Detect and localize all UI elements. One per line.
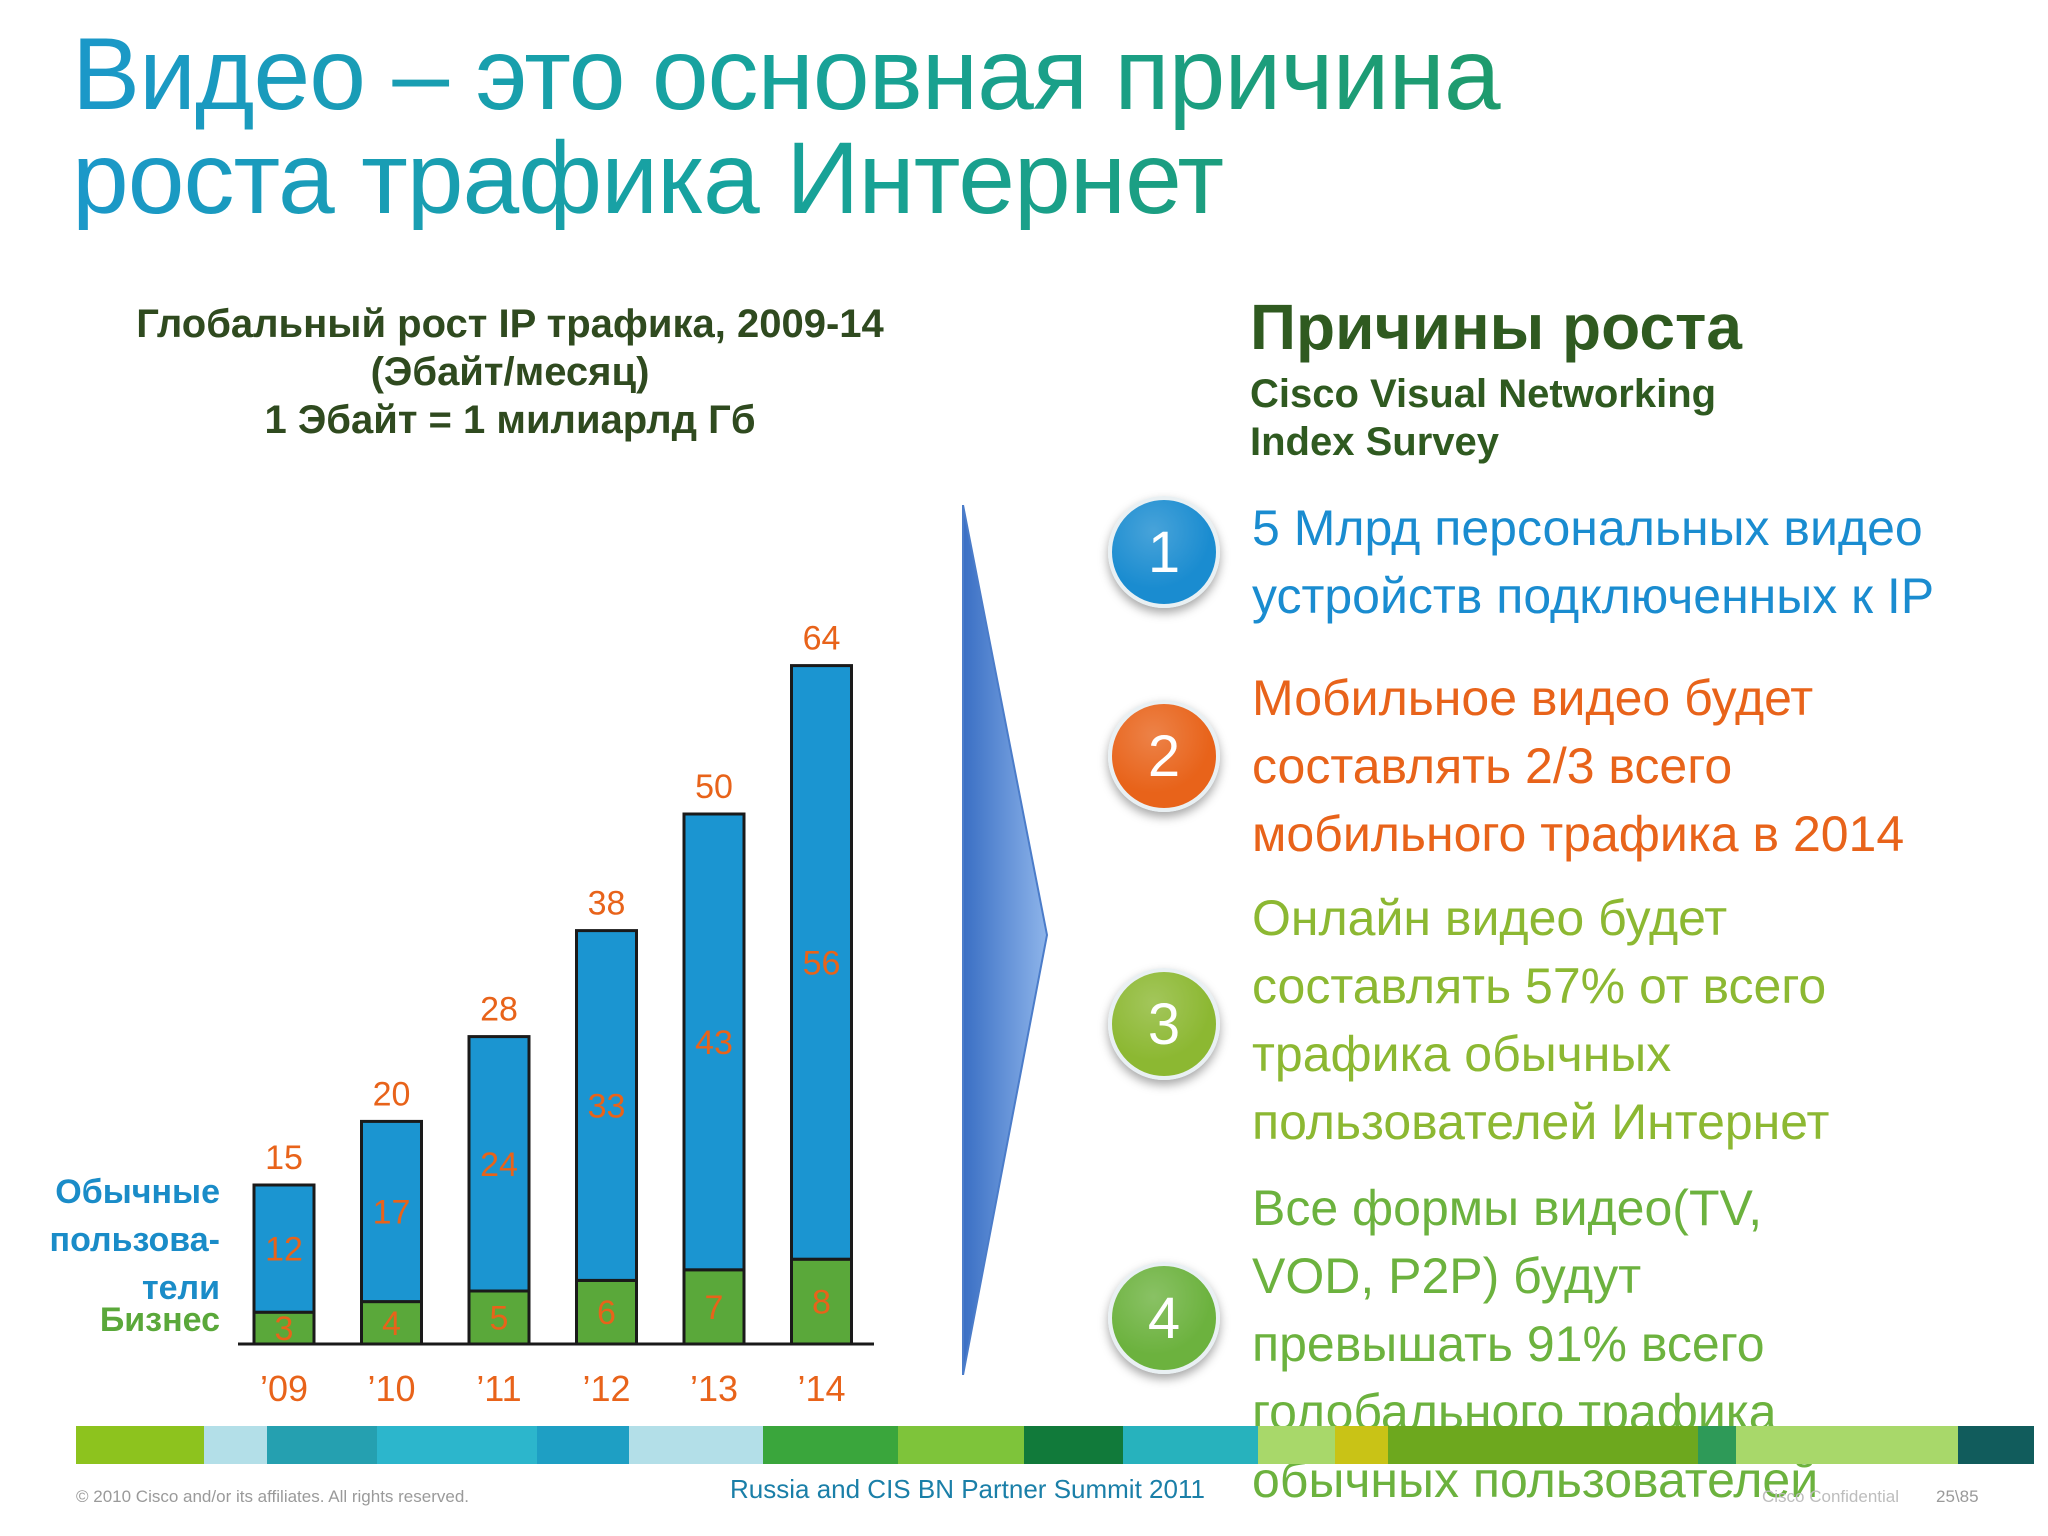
strip-segment xyxy=(1024,1426,1123,1464)
strip-segment xyxy=(1736,1426,1958,1464)
reason-number-2: 2 xyxy=(1147,723,1181,789)
slide-title-line2: роста трафика Интернет xyxy=(72,121,1224,235)
data-label-business: 4 xyxy=(382,1305,401,1343)
data-label-total: 50 xyxy=(695,768,733,806)
strip-segment xyxy=(204,1426,267,1464)
reason-2-line-3: мобильного трафика в 2014 xyxy=(1252,806,1905,862)
transition-arrow xyxy=(962,505,1049,1375)
data-label-consumer: 24 xyxy=(480,1146,518,1184)
reason-2-line-2: составлять 2/3 всего xyxy=(1252,738,1733,794)
reason-4-line-1: Все формы видео(TV, xyxy=(1252,1180,1763,1236)
chart-subtitle: (Эбайт/месяц) xyxy=(370,350,650,394)
legend-consumer-line1: Обычные xyxy=(55,1173,220,1211)
bar-business xyxy=(575,1278,638,1346)
strip-segment xyxy=(377,1426,537,1464)
reason-number-3: 3 xyxy=(1147,991,1181,1057)
bar-consumer xyxy=(575,929,638,1282)
data-label-consumer: 17 xyxy=(373,1194,411,1232)
strip-segment xyxy=(537,1426,629,1464)
strip-segment xyxy=(1258,1426,1335,1464)
data-label-total: 28 xyxy=(480,991,518,1029)
reason-3-line-3: трафика обычных xyxy=(1252,1026,1672,1082)
reason-badge-4: 4 xyxy=(1108,1262,1220,1374)
footer-page-number: 25\85 xyxy=(1936,1487,1979,1506)
chart-note: 1 Эбайт = 1 милиарлд Гб xyxy=(264,398,756,442)
reason-text-2: Мобильное видео будет составлять 2/3 все… xyxy=(1252,664,2042,868)
reason-badge-2: 2 xyxy=(1108,700,1220,812)
strip-segment xyxy=(629,1426,763,1464)
data-label-business: 6 xyxy=(597,1294,616,1332)
bar-consumer xyxy=(360,1119,423,1304)
reason-number-1: 1 xyxy=(1147,519,1181,585)
footer-copyright: © 2010 Cisco and/or its affiliates. All … xyxy=(76,1487,470,1506)
slide-title: Видео – это основная причина роста трафи… xyxy=(72,22,1572,230)
strip-segment xyxy=(1123,1426,1258,1464)
chart-title-block: Глобальный рост IP трафика, 2009-14 (Эба… xyxy=(80,300,940,444)
legend-consumer: Обычные пользова- тели xyxy=(0,1168,220,1312)
reason-text-3: Онлайн видео будет составлять 57% от все… xyxy=(1252,884,2042,1156)
reason-badge-1: 1 xyxy=(1108,496,1220,608)
x-tick-label: ’09 xyxy=(260,1368,308,1409)
bar-consumer xyxy=(682,812,746,1272)
x-tick-label: ’10 xyxy=(367,1368,415,1409)
data-label-total: 38 xyxy=(588,885,626,923)
data-label-total: 15 xyxy=(265,1139,303,1177)
decorative-color-strip xyxy=(76,1426,2034,1464)
reason-text-4: Все формы видео(TV, VOD, P2P) будут прев… xyxy=(1252,1174,2042,1514)
reason-1-line-1: 5 Млрд персональных видео xyxy=(1252,500,1923,556)
reason-4-line-3: превышать 91% всего xyxy=(1252,1316,1765,1372)
strip-segment xyxy=(267,1426,377,1464)
reason-3-line-4: пользователей Интернет xyxy=(1252,1094,1830,1150)
strip-segment xyxy=(1958,1426,2034,1464)
reason-3-line-2: составлять 57% от всего xyxy=(1252,958,1827,1014)
data-label-total: 20 xyxy=(373,1075,411,1113)
reasons-source: Cisco Visual Networking Index Survey xyxy=(1250,370,1850,466)
reason-3-line-1: Онлайн видео будет xyxy=(1252,890,1728,946)
bar-consumer xyxy=(467,1035,531,1293)
legend-consumer-line3: тели xyxy=(141,1269,220,1307)
strip-segment xyxy=(763,1426,898,1464)
data-label-total: 64 xyxy=(803,620,841,658)
x-tick-label: ’12 xyxy=(582,1368,630,1409)
reason-1-line-2: устройств подключенных к IP xyxy=(1252,568,1935,624)
legend-consumer-line2: пользова- xyxy=(49,1221,220,1259)
data-label-consumer: 56 xyxy=(803,944,841,982)
slide-title-line1: Видео – это основная причина xyxy=(72,17,1500,131)
footer-confidential: Cisco Confidential xyxy=(1762,1487,1900,1506)
bar-consumer xyxy=(790,664,853,1261)
data-label-consumer: 43 xyxy=(695,1024,733,1062)
reasons-source-line1: Cisco Visual Networking xyxy=(1250,372,1717,416)
data-label-business: 5 xyxy=(490,1300,509,1338)
x-tick-label: ’13 xyxy=(690,1368,738,1409)
data-label-business: 8 xyxy=(812,1284,831,1322)
strip-segment xyxy=(1698,1426,1736,1464)
data-label-consumer: 12 xyxy=(265,1231,303,1269)
reason-badge-3: 3 xyxy=(1108,968,1220,1080)
strip-segment xyxy=(1388,1426,1698,1464)
chart-title: Глобальный рост IP трафика, 2009-14 xyxy=(136,302,884,346)
strip-segment xyxy=(1335,1426,1388,1464)
reason-4-line-2: VOD, P2P) будут xyxy=(1252,1248,1642,1304)
data-label-business: 3 xyxy=(275,1310,294,1348)
bar-business xyxy=(467,1289,531,1346)
legend-business: Бизнес xyxy=(99,1301,220,1339)
reason-text-1: 5 Млрд персональных видео устройств подк… xyxy=(1252,494,2042,630)
x-tick-label: ’14 xyxy=(797,1368,845,1409)
bar-consumer xyxy=(252,1183,316,1314)
x-tick-label: ’11 xyxy=(476,1368,521,1409)
reason-number-4: 4 xyxy=(1147,1285,1181,1351)
reasons-heading: Причины роста xyxy=(1250,291,1742,363)
strip-segment xyxy=(898,1426,1024,1464)
reasons-source-line2: Index Survey xyxy=(1250,420,1500,464)
traffic-bar-chart: 3 12 15 ’09 4 17 20 ’10 5 24 28 ’11 6 33 38 ’12 7 43 50 ’13… xyxy=(238,620,874,1409)
strip-segment xyxy=(76,1426,204,1464)
data-label-business: 7 xyxy=(705,1289,724,1327)
reason-2-line-1: Мобильное видео будет xyxy=(1252,670,1814,726)
bar-business xyxy=(682,1268,746,1346)
data-label-consumer: 33 xyxy=(588,1088,626,1126)
footer-event: Russia and CIS BN Partner Summit 2011 xyxy=(730,1474,1205,1504)
